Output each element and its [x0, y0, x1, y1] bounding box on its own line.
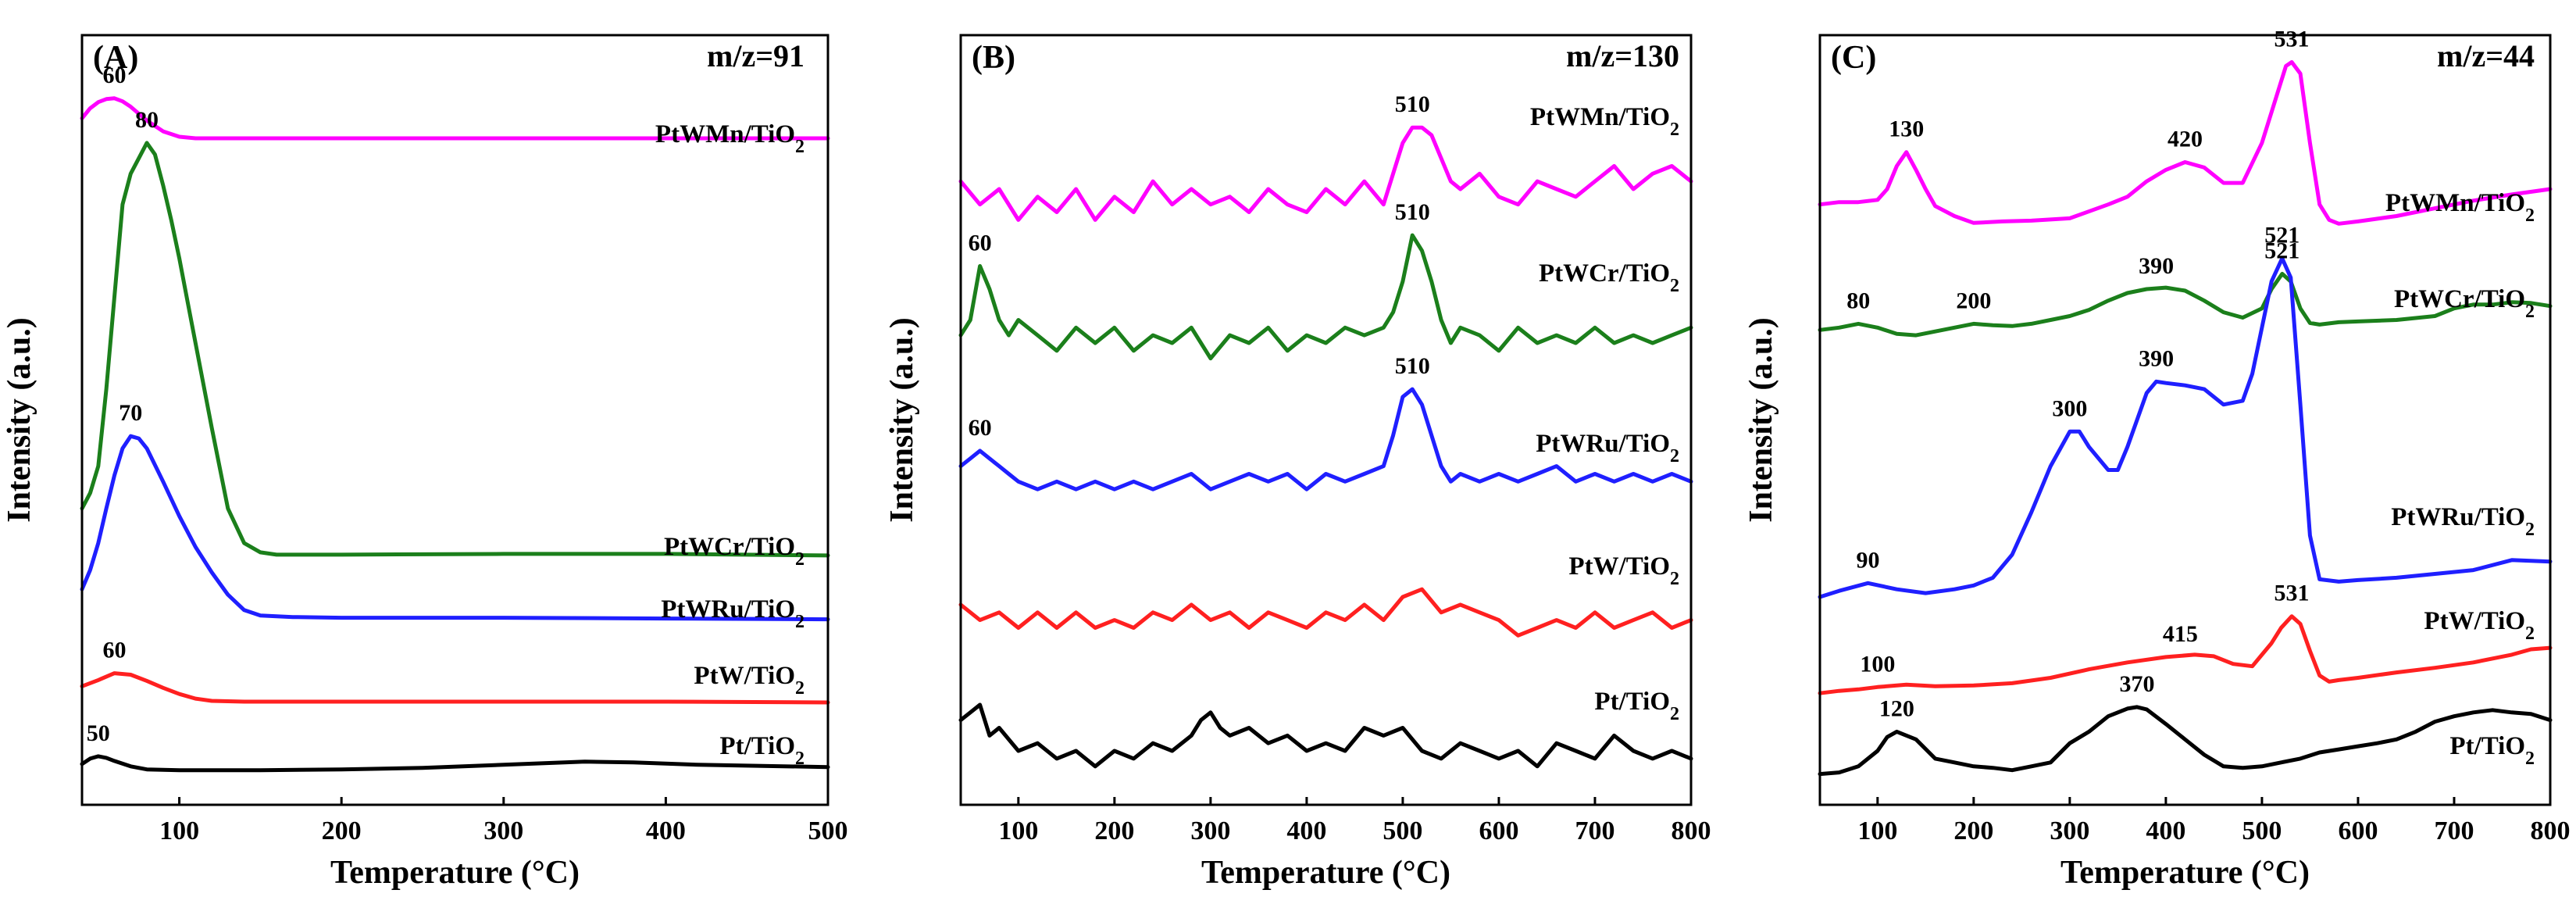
- panel-label: (C): [1831, 40, 1876, 76]
- x-tick-label: 200: [322, 817, 362, 845]
- x-tick-label: 300: [483, 817, 523, 845]
- x-tick-label: 700: [2434, 817, 2474, 845]
- series-line-ptwcr-tio2: [958, 233, 1693, 361]
- series-label: PtWMn/TiO2: [2385, 189, 2535, 226]
- peak-label: 100: [1860, 651, 1895, 677]
- x-tick-label: 400: [646, 817, 686, 845]
- series-line-ptwcr-tio2: [80, 141, 830, 558]
- x-tick-label: 200: [1953, 817, 1993, 845]
- series-label: PtWCr/TiO2: [664, 533, 805, 570]
- x-tick-label: 100: [159, 817, 199, 845]
- series-line-pt-tio2: [958, 702, 1693, 769]
- series-line-ptwcr-tio2: [1818, 271, 2553, 338]
- peak-label: 120: [1879, 695, 1914, 721]
- series-line-ptw-tio2: [1818, 614, 2553, 695]
- peak-label: 60: [103, 63, 127, 88]
- x-axis-title: Temperature (°C): [1201, 855, 1450, 891]
- series-line-ptwru-tio2: [1818, 256, 2553, 599]
- plot-frame: [1818, 34, 2552, 806]
- panel-a: 100 200 300 400 500 Temperature (°C) Intensity…: [2, 34, 848, 891]
- peak-label: 70: [119, 400, 142, 426]
- x-tick-label: 800: [2531, 817, 2571, 845]
- peak-label: 370: [2119, 671, 2154, 697]
- series-label: Pt/TiO2: [2449, 732, 2535, 769]
- series-label: PtWMn/TiO2: [655, 120, 805, 157]
- peak-label: 60: [103, 638, 127, 663]
- series-label: PtWRu/TiO2: [661, 595, 805, 632]
- series-label: PtW/TiO2: [694, 662, 805, 699]
- series-line-ptwmn-tio2: [958, 125, 1693, 222]
- x-axis-title: Temperature (°C): [330, 855, 580, 891]
- series-line-pt-tio2: [80, 754, 830, 773]
- series-label: PtW/TiO2: [2424, 607, 2535, 644]
- y-axis-title: Intensity (a.u.): [1743, 317, 1779, 523]
- peak-label: 510: [1395, 353, 1430, 379]
- peak-label: 50: [87, 720, 110, 746]
- x-tick-label: 400: [1286, 817, 1326, 845]
- series-line-ptwmn-tio2: [80, 96, 830, 141]
- x-tick-label: 100: [998, 817, 1038, 845]
- mz-annotation: m/z=130: [1566, 38, 1679, 73]
- series-line-pt-tio2: [1818, 705, 2553, 777]
- peak-label: 415: [2163, 621, 2198, 647]
- peak-label: 521: [2264, 238, 2299, 263]
- x-tick-label: 600: [1479, 817, 1518, 845]
- x-tick-label: 500: [2242, 817, 2282, 845]
- series-label: PtWRu/TiO2: [1536, 430, 1679, 466]
- peak-label: 60: [969, 230, 992, 256]
- peak-label: 420: [2167, 127, 2203, 152]
- series-line-ptwru-tio2: [80, 434, 830, 622]
- peak-label: 390: [2139, 345, 2174, 371]
- peak-label: 80: [135, 107, 159, 133]
- x-tick-label: 500: [1383, 817, 1422, 845]
- x-tick-label: 200: [1094, 817, 1134, 845]
- x-tick-label: 800: [1672, 817, 1711, 845]
- x-tick-label: 400: [2146, 817, 2185, 845]
- peak-label: 200: [1956, 288, 1991, 313]
- peak-label: 521: [2264, 223, 2299, 248]
- panel-b: 100 200 300 400 500 600 700 800 Temperature (°C)…: [884, 34, 1711, 891]
- panel-label: (B): [972, 40, 1015, 76]
- x-tick-label: 600: [2338, 817, 2378, 845]
- x-tick-label: 300: [2050, 817, 2089, 845]
- peak-label: 90: [1857, 547, 1880, 573]
- panel-label: (A): [93, 40, 138, 76]
- peak-label: 531: [2275, 581, 2310, 606]
- series-label: PtW/TiO2: [1568, 552, 1679, 589]
- series-label: Pt/TiO2: [719, 732, 805, 769]
- x-tick-label: 500: [808, 817, 848, 845]
- peak-label: 510: [1395, 91, 1430, 117]
- series-line-ptw-tio2: [958, 587, 1693, 638]
- peak-label: 390: [2139, 253, 2174, 279]
- series-label: PtWCr/TiO2: [1539, 259, 1679, 296]
- peak-label: 531: [2275, 26, 2310, 52]
- peak-label: 300: [2052, 395, 2087, 421]
- series-line-ptw-tio2: [80, 671, 830, 705]
- series-label: PtWMn/TiO2: [1530, 103, 1679, 140]
- peak-label: 60: [969, 415, 992, 441]
- series-line-ptwmn-tio2: [1818, 60, 2553, 226]
- mz-annotation: m/z=44: [2437, 38, 2535, 73]
- y-axis-title: Intensity (a.u.): [884, 317, 920, 523]
- x-tick-label: 100: [1857, 817, 1897, 845]
- series-label: Pt/TiO2: [1594, 688, 1679, 724]
- panel-c: 100 200 300 400 500 600 700 800 Temperature (°C)…: [1743, 26, 2571, 891]
- mz-annotation: m/z=91: [707, 38, 805, 73]
- plot-frame: [80, 34, 830, 806]
- x-axis-title: Temperature (°C): [2060, 855, 2310, 891]
- peak-label: 510: [1395, 199, 1430, 225]
- series-line-ptwru-tio2: [958, 387, 1693, 491]
- series-label: PtWRu/TiO2: [2391, 503, 2535, 540]
- x-tick-label: 300: [1190, 817, 1230, 845]
- y-axis-title: Intensity (a.u.): [2, 317, 37, 523]
- plot-frame: [959, 34, 1693, 806]
- x-tick-label: 700: [1575, 817, 1614, 845]
- peak-label: 80: [1846, 288, 1870, 313]
- peak-label: 130: [1889, 116, 1924, 142]
